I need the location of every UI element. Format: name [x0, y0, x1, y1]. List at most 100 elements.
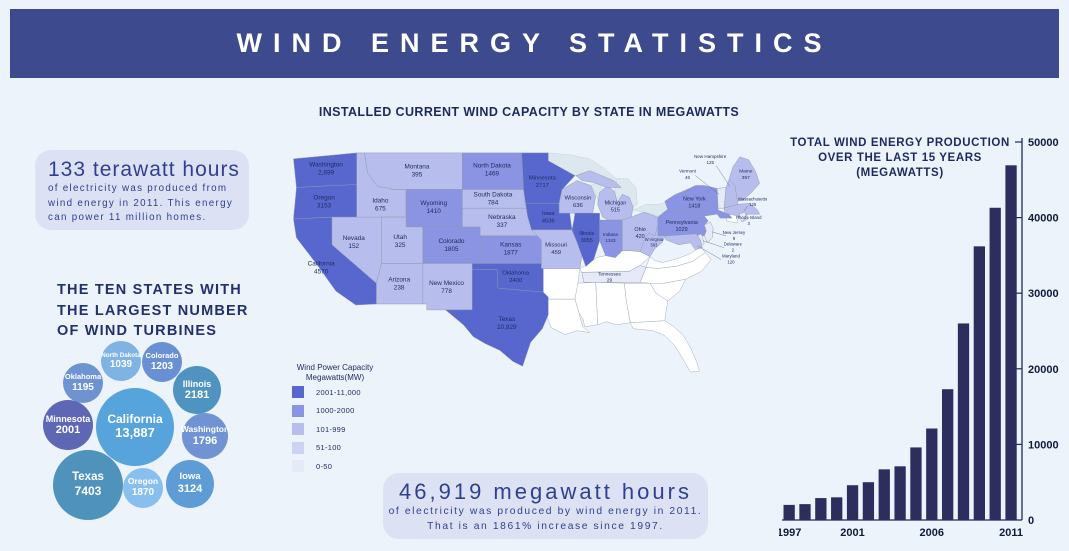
- state-label-nj: New Jersey 9: [723, 230, 746, 241]
- header-banner: WIND ENERGY STATISTICS: [10, 9, 1059, 78]
- bubble-value: 2181: [184, 388, 210, 401]
- state-nj: [704, 221, 714, 244]
- legend-item: 51-100: [292, 439, 402, 458]
- terawatt-line-3: can power 11 million homes.: [48, 212, 207, 224]
- bar-2003: [878, 469, 890, 520]
- x-tick-label: 2011: [999, 527, 1023, 539]
- label-leader-line: [697, 245, 722, 260]
- legend-item: 0-50: [292, 457, 402, 476]
- state-label-il: Illinois 3055: [579, 231, 594, 244]
- bubble-value: 1039: [109, 358, 133, 370]
- state-label-in: Indiana 1343: [603, 232, 618, 243]
- megawatt-line-2: That is an 1861% increase since 1997.: [427, 520, 664, 532]
- terawatt-line-2: wind energy in 2011. This energy: [48, 197, 234, 209]
- label-leader-line: [742, 218, 745, 222]
- bubble-value: 1203: [150, 360, 174, 372]
- bubble-value: 7403: [74, 483, 102, 498]
- bubble-colorado: Colorado 1203: [142, 342, 182, 382]
- state-label-vt: Vermont 46: [679, 169, 697, 180]
- state-label-or: Oregon 3153: [313, 194, 335, 209]
- bubble-chart-title: THE TEN STATES WITH THE LARGEST NUMBER O…: [57, 282, 249, 340]
- bubble-oklahoma: Oklahoma 1195: [63, 363, 103, 403]
- bubble-california: California 13,887: [96, 388, 174, 466]
- x-tick-label: 2006: [920, 527, 944, 539]
- state-label-nh: New Hampshire 125: [694, 154, 727, 165]
- y-tick-label: 20000: [1028, 364, 1059, 376]
- bubble-value: 1870: [131, 487, 155, 499]
- bar-1998: [799, 504, 811, 520]
- us-choropleth-map: Washington 2,699 Oregon 3153 California 4570 N…: [293, 152, 767, 373]
- state-az: [376, 263, 424, 305]
- label-leader-line: [712, 231, 727, 237]
- legend-rows: 2001-11,000 1000-2000 101-999 51-100 0-50: [292, 383, 402, 476]
- state-label-mo: Missouri 459: [545, 243, 567, 257]
- state-label-wv: W.Virginia 583: [645, 237, 664, 248]
- state-label-oh: Ohio 420: [634, 227, 645, 240]
- bubble-value: 3124: [177, 483, 203, 496]
- terawatt-stat-box: 133 terawatt hours of electricity was pr…: [35, 150, 249, 230]
- legend-label: 1000-2000: [316, 406, 355, 416]
- state-no-data: [629, 320, 700, 373]
- label-leader-line: [715, 165, 731, 187]
- label-leader-line: [743, 206, 748, 212]
- state-label-ia: Iowa 4536: [542, 211, 556, 225]
- legend-label: 0-50: [316, 461, 333, 471]
- state-label-ca: California 4570: [308, 260, 335, 275]
- bar-2010: [989, 207, 1001, 520]
- bubble-state-label: North Dakota: [101, 351, 141, 359]
- bubble-north-dakota: North Dakota 1039: [101, 341, 141, 381]
- bubble-state-label: Illinois: [182, 378, 212, 389]
- bubble-texas: Texas 7403: [53, 450, 123, 520]
- x-tick-label: 2001: [840, 527, 864, 539]
- bar-2011: [1005, 165, 1017, 520]
- bubble-state-label: Oklahoma: [64, 371, 102, 381]
- state-label-id: Idaho 675: [372, 197, 388, 212]
- megawatt-line-1: of electricity was produced by wind ener…: [388, 506, 703, 517]
- y-tick-label: 50000: [1028, 137, 1059, 149]
- state-label-ok: Oklahoma 2400: [502, 270, 530, 284]
- label-leader-line: [703, 240, 725, 248]
- state-no-data: [543, 298, 591, 335]
- state-label-wa: Washington 2,699: [309, 162, 343, 177]
- bar-2009: [973, 246, 985, 520]
- legend-swatch: [292, 386, 304, 399]
- y-tick-label: 40000: [1028, 213, 1059, 225]
- state-label-de: Delaware 2: [724, 242, 743, 253]
- state-label-tn: Tennessee 29: [598, 271, 621, 283]
- bar-2005: [910, 447, 922, 520]
- bubble-state-label: Washington: [180, 423, 230, 434]
- bubble-value: 1195: [72, 381, 94, 393]
- bar-2006: [926, 428, 938, 520]
- bubble-state-label: Oregon: [127, 476, 159, 487]
- bar-chart-section: TOTAL WIND ENERGY PRODUCTION OVER THE LA…: [777, 128, 1069, 551]
- state-label-md: Maryland 120: [722, 254, 740, 265]
- state-label-ks: Kansas 1877: [500, 242, 521, 257]
- megawatt-stat-box: 46,919 megawatt hours of electricity was…: [383, 473, 708, 539]
- legend-swatch: [292, 423, 304, 436]
- state-label-mi: Michigan 515: [605, 200, 627, 213]
- bubble-state-label: Texas: [72, 471, 104, 484]
- label-leader-line: [695, 175, 720, 195]
- bubble-washington: Washington 1796: [180, 413, 230, 459]
- legend-label: 101-999: [316, 424, 346, 434]
- bubble-value: 13,887: [115, 425, 155, 441]
- bubble-state-label: California: [107, 411, 163, 426]
- bar-2001: [846, 485, 859, 520]
- bar-2000: [831, 497, 843, 520]
- megawatt-headline: 46,919 megawatt hours: [399, 479, 692, 504]
- bubble-value: 1796: [192, 434, 218, 447]
- bar-chart: 0 10000 20000 30000 40000 50000 1997 2001 2006 20…: [777, 137, 1059, 539]
- state-ri: [738, 211, 749, 223]
- state-label-ma: Massachusetts 125: [738, 196, 767, 207]
- state-label-sd: South Dakota 784: [474, 191, 513, 206]
- state-label-me: Maine 397: [739, 169, 753, 182]
- legend-item: 2001-11,000: [292, 383, 402, 402]
- legend-swatch: [292, 441, 304, 454]
- state-label-wy: Wyoming 1410: [420, 200, 447, 215]
- legend-swatch: [292, 460, 304, 473]
- x-tick-label: 1997: [779, 527, 801, 539]
- state-mi-upper: [575, 170, 622, 188]
- legend-title: Wind Power Capacity Megawatts(MW): [296, 363, 374, 382]
- bubble-state-label: Minnesota: [45, 413, 91, 424]
